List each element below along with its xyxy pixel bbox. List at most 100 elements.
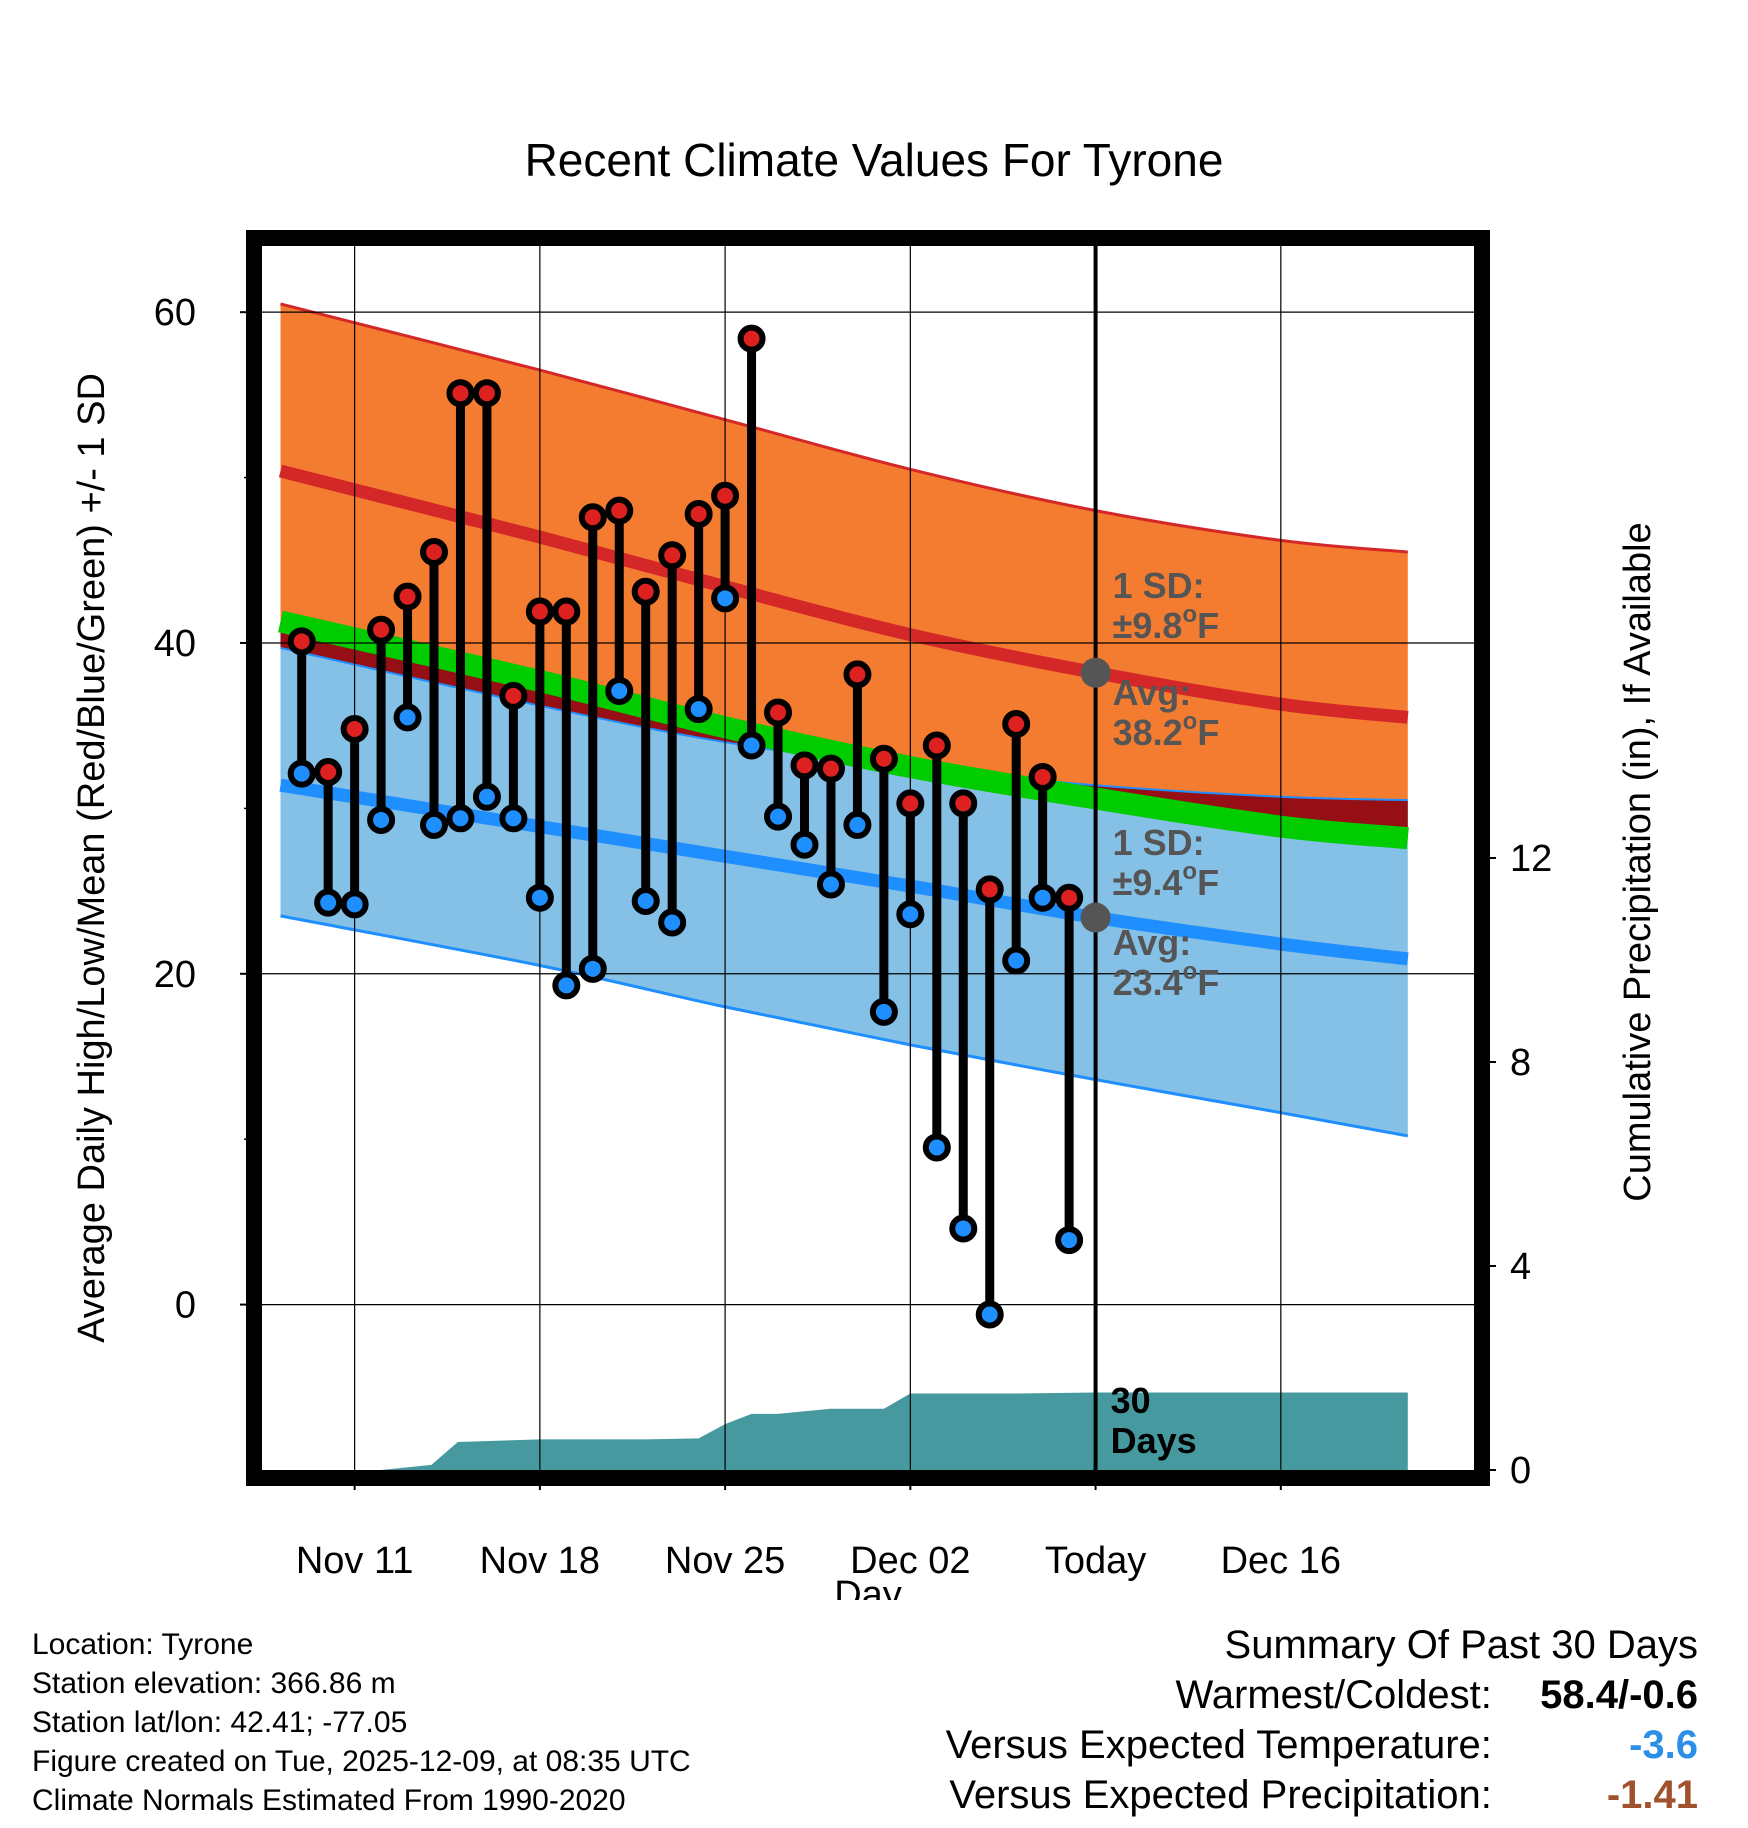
annotation-line: 30 xyxy=(1111,1380,1151,1421)
x-tick-label: Dec 02 xyxy=(850,1540,970,1582)
low-temp-point xyxy=(393,703,422,732)
high-temp-point xyxy=(314,757,343,786)
y-tick-label: 0 xyxy=(175,1285,196,1327)
high-temp-point xyxy=(472,379,501,408)
annotation-line: Avg: xyxy=(1113,922,1192,963)
high-sd-annotation: 1 SD:±9.8oF xyxy=(1113,565,1219,646)
low-temp-point xyxy=(711,584,740,613)
plot-area xyxy=(262,246,1474,1470)
warmest-coldest-value: 58.4/-0.6 xyxy=(1540,1673,1698,1717)
y2-axis-label: Cumulative Precipitation (in), If Availa… xyxy=(1617,522,1659,1201)
low-temp-point xyxy=(446,804,475,833)
high-temp-point xyxy=(896,789,925,818)
y-tick-label: 60 xyxy=(154,292,196,334)
x-tick-label: Today xyxy=(1045,1540,1146,1582)
climate-chart: Recent Climate Values For Tyrone Nov 11 N… xyxy=(71,134,1659,1600)
low-lower-line xyxy=(280,914,1409,1138)
high-temp-point xyxy=(764,698,793,727)
low-temp-point xyxy=(552,971,581,1000)
warmest-coldest-label: Warmest/Coldest: xyxy=(1175,1673,1492,1717)
low-temp-point xyxy=(340,890,369,919)
high-temp-point xyxy=(711,481,740,510)
temperature-departure-label: Versus Expected Temperature: xyxy=(945,1723,1492,1767)
low-temp-point xyxy=(631,887,660,916)
low-avg-annotation: Avg:23.4oF xyxy=(1113,922,1220,1003)
y2-tick-label: 0 xyxy=(1510,1450,1531,1492)
annotation-line: Days xyxy=(1111,1420,1197,1461)
y-axis-label: Average Daily High/Low/Mean (Red/Blue/Gr… xyxy=(71,373,113,1343)
temperature-departure-value: -3.6 xyxy=(1629,1723,1698,1767)
low-temp-point xyxy=(499,804,528,833)
high-mean-line xyxy=(278,464,1409,724)
high-temp-point xyxy=(1055,883,1084,912)
annotation-line: 23.4oF xyxy=(1113,958,1220,1003)
high-temp-point xyxy=(922,731,951,760)
high-upper-line xyxy=(280,302,1408,554)
high-temp-point xyxy=(949,789,978,818)
high-temp-point xyxy=(578,503,607,532)
low-temp-point xyxy=(737,731,766,760)
summary-panel: Summary Of Past 30 Days Warmest/Coldest:… xyxy=(946,1620,1698,1820)
low-temp-point xyxy=(816,870,845,899)
x-tick-label: Dec 16 xyxy=(1221,1540,1341,1582)
low-temp-point xyxy=(658,908,687,937)
high-temp-point xyxy=(975,875,1004,904)
location-text: Location: Tyrone xyxy=(32,1628,254,1661)
high-temp-point xyxy=(684,499,713,528)
axis-ticks xyxy=(240,311,1496,1490)
x-axis-label: Day xyxy=(834,1574,902,1600)
low-temp-point xyxy=(764,802,793,831)
y2-tick-label: 8 xyxy=(1510,1042,1531,1084)
low-sd-annotation: 1 SD:±9.4oF xyxy=(1113,822,1219,903)
high-temp-point xyxy=(658,541,687,570)
low-temp-point xyxy=(287,759,316,788)
low-temp-point xyxy=(578,954,607,983)
precipitation-departure-label: Versus Expected Precipitation: xyxy=(949,1773,1492,1817)
overlap-band xyxy=(280,621,1408,839)
high-temp-point xyxy=(1028,762,1057,791)
y2-tick-label: 4 xyxy=(1510,1246,1531,1288)
created-text: Figure created on Tue, 2025-12-09, at 08… xyxy=(32,1745,691,1778)
high-temp-point xyxy=(393,582,422,611)
annotation-line: 38.2oF xyxy=(1113,708,1220,753)
summary-title: Summary Of Past 30 Days xyxy=(1224,1623,1698,1667)
high-temp-point xyxy=(737,324,766,353)
low-temp-point xyxy=(525,883,554,912)
today-low-avg-dot xyxy=(1080,902,1111,933)
annotation-line: ±9.8oF xyxy=(1113,601,1219,646)
x-tick-label: Nov 18 xyxy=(480,1540,600,1582)
high-avg-annotation: Avg:38.2oF xyxy=(1113,672,1220,753)
today-high-avg-dot xyxy=(1080,657,1111,688)
high-temp-point xyxy=(816,754,845,783)
low-temp-point xyxy=(684,695,713,724)
high-temp-point xyxy=(552,597,581,626)
high-temp-point xyxy=(420,538,449,566)
low-temp-point xyxy=(843,810,872,839)
high-temp-point xyxy=(1002,710,1031,739)
annotation-line: ±9.4oF xyxy=(1113,858,1219,903)
low-temp-point xyxy=(1055,1226,1084,1255)
elevation-text: Station elevation: 366.86 m xyxy=(32,1667,396,1700)
high-temp-point xyxy=(790,751,819,780)
y-tick-label: 20 xyxy=(154,954,196,996)
daily-stems xyxy=(287,324,1084,1329)
high-temp-point xyxy=(869,744,898,773)
low-temp-point xyxy=(869,997,898,1026)
low-temp-point xyxy=(790,830,819,859)
high-temp-point xyxy=(446,379,475,408)
low-temp-point xyxy=(975,1300,1004,1329)
low-temp-point xyxy=(367,805,396,834)
low-temp-point xyxy=(922,1133,951,1162)
x-tick-label: Nov 11 xyxy=(296,1540,414,1582)
low-temp-point xyxy=(472,782,501,811)
high-temp-point xyxy=(605,496,634,525)
annotation-line: 1 SD: xyxy=(1113,565,1205,606)
high-temp-point xyxy=(843,660,872,689)
precipitation-departure-value: -1.41 xyxy=(1606,1773,1698,1817)
latlon-text: Station lat/lon: 42.41; -77.05 xyxy=(32,1706,408,1739)
high-temp-point xyxy=(340,714,369,743)
high-temp-point xyxy=(631,577,660,606)
low-temp-point xyxy=(1002,946,1031,975)
high-temp-point xyxy=(367,615,396,644)
